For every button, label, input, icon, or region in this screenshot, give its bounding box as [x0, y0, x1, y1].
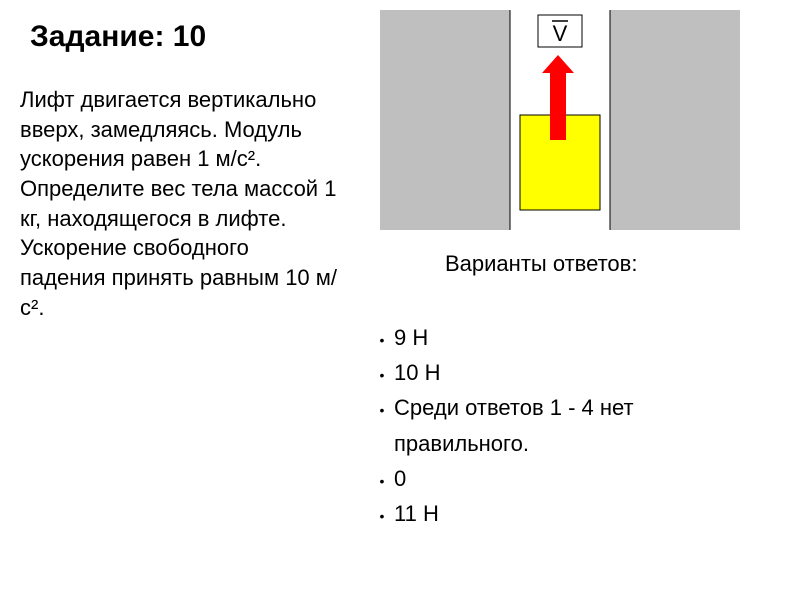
- answer-text: 11 Н: [394, 496, 439, 531]
- problem-text: Лифт двигается вертикально вверх, замедл…: [20, 85, 340, 323]
- bullet-icon: •: [370, 329, 394, 351]
- answers-list: • 9 Н • 10 Н • Среди ответов 1 - 4 нет п…: [370, 320, 774, 531]
- list-item: • 9 Н: [370, 320, 774, 355]
- bullet-icon: •: [370, 399, 394, 421]
- list-item: • 10 Н: [370, 355, 774, 390]
- answer-text: 9 Н: [394, 320, 428, 355]
- bullet-icon: •: [370, 364, 394, 386]
- bullet-icon: •: [370, 505, 394, 527]
- answer-text: Среди ответов 1 - 4 нет правильного.: [394, 390, 774, 460]
- answer-text: 10 Н: [394, 355, 440, 390]
- list-item: • 11 Н: [370, 496, 774, 531]
- answers-heading: Варианты ответов:: [445, 250, 645, 279]
- elevator-diagram: V: [380, 10, 740, 230]
- list-item: • 0: [370, 461, 774, 496]
- vector-label: V: [553, 21, 568, 46]
- list-item: • Среди ответов 1 - 4 нет правильного.: [370, 390, 774, 460]
- answer-text: 0: [394, 461, 406, 496]
- task-title: Задание: 10: [30, 20, 206, 54]
- bullet-icon: •: [370, 470, 394, 492]
